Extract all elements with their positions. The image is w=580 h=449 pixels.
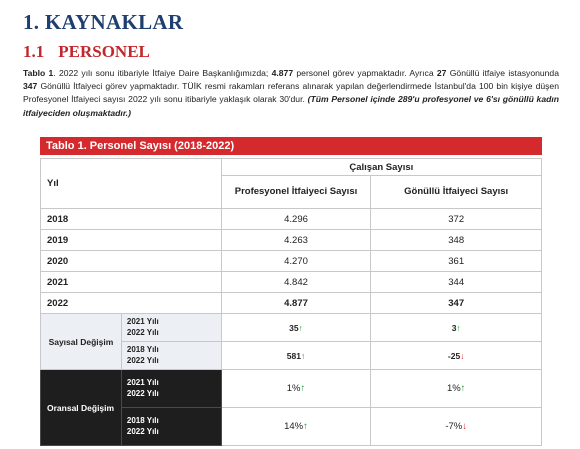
- period-label: 2021 Yılı 2022 Yılı: [120, 313, 222, 342]
- period-from: 2021 Yılı: [126, 378, 159, 387]
- row-professional: 4.270: [220, 250, 372, 272]
- arrow-up-icon: ↑: [460, 383, 466, 394]
- para-text-1: . 2022 yılı sonu itibariyle İtfaiye Dair…: [53, 68, 272, 78]
- para-text-4: Gönüllü İtfaiyeci görev yapmaktadır. TÜİ…: [23, 81, 559, 105]
- period-from: 2018 Yılı: [126, 416, 159, 425]
- change-volunteer: 1%↑: [370, 369, 542, 408]
- change-value: 581: [286, 350, 301, 361]
- period-to: 2022 Yılı: [126, 355, 159, 365]
- col-header-group: Çalışan Sayısı: [220, 158, 543, 176]
- table-row: 2022 4.877 347: [40, 292, 542, 314]
- arrow-up-icon: ↑: [300, 383, 306, 394]
- row-professional: 4.842: [220, 271, 372, 293]
- row-year: 2019: [40, 229, 222, 251]
- row-volunteer: 348: [370, 229, 542, 251]
- row-year: 2021: [40, 271, 222, 293]
- row-year: 2022: [40, 292, 222, 314]
- row-volunteer: 344: [370, 271, 542, 293]
- change-value: 1%: [446, 383, 461, 394]
- section-heading: 1. KAYNAKLAR: [23, 10, 184, 34]
- row-professional: 4.296: [220, 208, 372, 230]
- subsection-title: PERSONEL: [58, 42, 150, 61]
- col-header-year: Yıl: [40, 158, 222, 209]
- para-note: (Tüm Personel içinde 289'u profesyonel v…: [23, 94, 559, 118]
- period-to: 2022 Yılı: [126, 426, 159, 436]
- change-volunteer: -25↓: [370, 341, 542, 370]
- change-value: -25: [447, 350, 461, 361]
- numeric-change-label: Sayısal Değişim: [40, 313, 122, 370]
- personnel-count: 4.877: [271, 68, 294, 78]
- change-value: 35: [289, 322, 299, 333]
- period-to: 2022 Yılı: [126, 327, 159, 337]
- period-from: 2021 Yılı: [126, 317, 159, 326]
- change-volunteer: 3↑: [370, 313, 542, 342]
- arrow-up-icon: ↑: [303, 421, 308, 432]
- table-row: 2021 4.842 344: [40, 271, 542, 293]
- change-professional: 1%↑: [220, 369, 372, 408]
- arrow-up-icon: ↑: [456, 322, 461, 333]
- personnel-table: Tablo 1. Personel Sayısı (2018-2022) Yıl…: [40, 137, 543, 446]
- ratio-change-row: 2018 Yılı 2022 Yılı 14%↑ -7%↓: [41, 407, 542, 446]
- table-ref: Tablo 1: [23, 68, 54, 78]
- arrow-down-icon: ↓: [462, 421, 467, 432]
- change-professional: 35↑: [220, 313, 372, 342]
- subsection-number: 1.1: [23, 42, 45, 61]
- table-row: 2019 4.263 348: [40, 229, 542, 251]
- ratio-change-label: Oransal Değişim: [40, 369, 122, 446]
- table-row: 2018 4.296 372: [40, 208, 542, 230]
- period-label: 2018 Yılı 2022 Yılı: [120, 341, 222, 370]
- change-professional: 581↑: [220, 341, 372, 370]
- row-volunteer: 347: [370, 292, 542, 314]
- period-from: 2018 Yılı: [126, 345, 159, 354]
- change-professional: 14%↑: [220, 407, 372, 446]
- arrow-up-icon: ↑: [300, 350, 306, 361]
- row-volunteer: 361: [370, 250, 542, 272]
- volunteer-count: 347: [23, 81, 38, 92]
- ratio-change-row: Oransal Değişim 2021 Yılı 2022 Yılı 1%↑ 1…: [40, 369, 542, 446]
- row-professional: 4.263: [220, 229, 372, 251]
- row-year: 2020: [40, 250, 222, 272]
- arrow-up-icon: ↑: [298, 322, 303, 333]
- intro-paragraph: Tablo 1. 2022 yılı sonu itibariyle İtfai…: [23, 67, 559, 120]
- change-volunteer: -7%↓: [370, 407, 542, 446]
- row-year: 2018: [40, 208, 222, 230]
- row-volunteer: 372: [370, 208, 542, 230]
- para-text-2: personel görev yapmaktadır. Ayrıca: [293, 68, 437, 78]
- change-value: 3: [451, 322, 457, 333]
- data-table: Yıl Çalışan Sayısı Profesyonel İtfaiyeci…: [40, 158, 543, 446]
- period-label: 2021 Yılı 2022 Yılı: [120, 369, 222, 408]
- col-header-volunteer: Gönüllü İtfaiyeci Sayısı: [370, 175, 542, 209]
- numeric-change-row: Sayısal Değişim 2021 Yılı 2022 Yılı 35↑ 3…: [40, 313, 542, 370]
- table-row: 2020 4.270 361: [40, 250, 542, 272]
- title-divider: [40, 155, 542, 158]
- col-header-professional: Profesyonel İtfaiyeci Sayısı: [220, 175, 372, 209]
- station-count: 27: [436, 68, 447, 78]
- period-to: 2022 Yılı: [126, 388, 159, 398]
- change-value: 14%: [284, 421, 304, 432]
- row-professional: 4.877: [220, 292, 372, 314]
- change-value: -7%: [445, 421, 463, 432]
- para-text-3: Gönüllü itfaiye istasyonunda: [446, 68, 559, 78]
- arrow-down-icon: ↓: [460, 350, 465, 361]
- change-value: 1%: [286, 383, 301, 394]
- table-title: Tablo 1. Personel Sayısı (2018-2022): [40, 137, 542, 155]
- period-label: 2018 Yılı 2022 Yılı: [120, 407, 222, 446]
- subsection-heading: 1.1 PERSONEL: [23, 42, 150, 62]
